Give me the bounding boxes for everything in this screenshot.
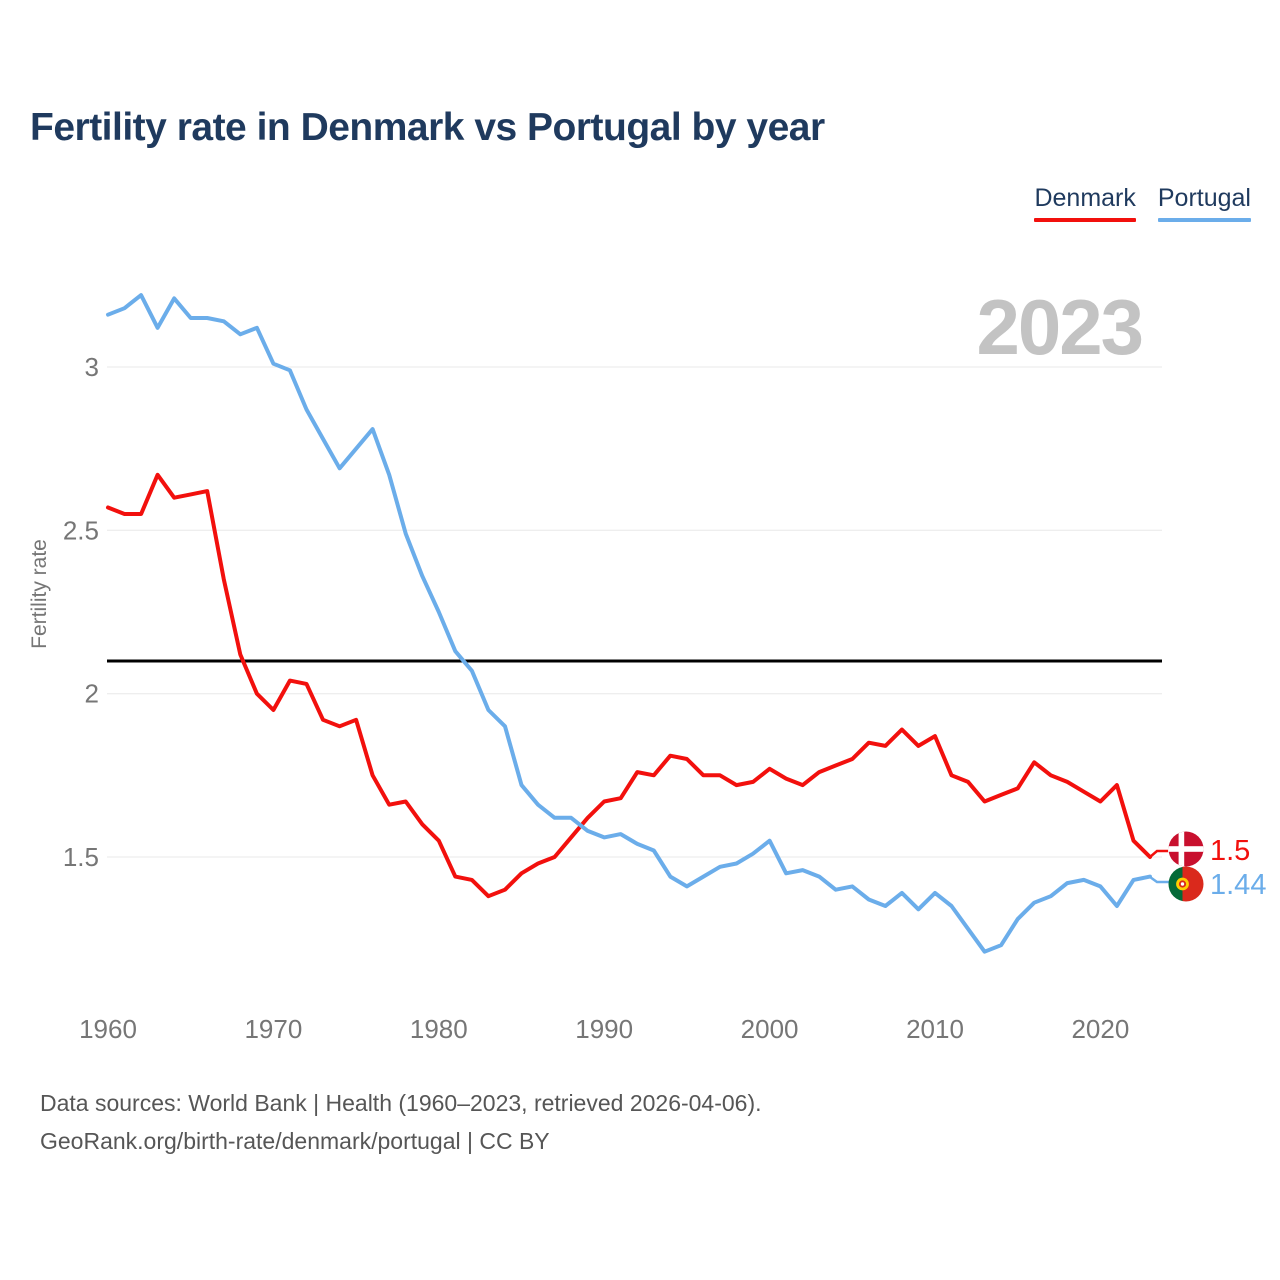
x-tick-label: 2020 <box>1071 1014 1129 1044</box>
x-tick-label: 1990 <box>575 1014 633 1044</box>
x-tick-label: 1960 <box>79 1014 137 1044</box>
denmark-connector-line <box>1149 849 1168 858</box>
x-tick-label: 1970 <box>244 1014 302 1044</box>
legend: Denmark Portugal <box>1034 184 1251 222</box>
fertility-line-chart: 3 2.5 2 1.5 1960 1970 1980 1990 2000 2010 2020 202… <box>28 283 1266 1044</box>
portugal-connector-line <box>1149 875 1169 884</box>
x-tick-label: 2010 <box>906 1014 964 1044</box>
legend-underline-portugal <box>1157 218 1251 222</box>
y-tick-label: 2.5 <box>63 515 99 545</box>
portugal-flag-icon <box>1168 866 1204 902</box>
y-axis-title: Fertility rate <box>28 539 51 649</box>
legend-label-denmark: Denmark <box>1034 184 1136 212</box>
x-tick-label: 1980 <box>410 1014 468 1044</box>
legend-label-portugal: Portugal <box>1157 184 1251 212</box>
denmark-end-value: 1.5 <box>1210 835 1250 867</box>
denmark-flag-icon <box>1168 831 1204 867</box>
year-watermark: 2023 <box>976 283 1142 371</box>
series-layer <box>106 293 1152 954</box>
grid-layer: 3 2.5 2 1.5 1960 1970 1980 1990 2000 2010 2020 <box>63 352 1162 1044</box>
legend-item-portugal[interactable]: Portugal <box>1157 184 1251 222</box>
page-title: Fertility rate in Denmark vs Portugal by… <box>30 106 825 149</box>
y-tick-label: 2 <box>85 679 99 709</box>
y-tick-label: 1.5 <box>63 842 99 872</box>
y-tick-label: 3 <box>85 352 99 382</box>
x-tick-label: 2000 <box>741 1014 799 1044</box>
legend-underline-denmark <box>1034 218 1136 222</box>
footer-attribution-line: GeoRank.org/birth-rate/denmark/portugal … <box>40 1128 550 1154</box>
footer-sources-line: Data sources: World Bank | Health (1960–… <box>40 1090 762 1116</box>
denmark-line <box>106 472 1152 899</box>
portugal-end-value: 1.44 <box>1210 869 1266 901</box>
portugal-line <box>106 293 1152 954</box>
footer: Data sources: World Bank | Health (1960–… <box>40 1084 762 1160</box>
legend-item-denmark[interactable]: Denmark <box>1034 184 1136 222</box>
